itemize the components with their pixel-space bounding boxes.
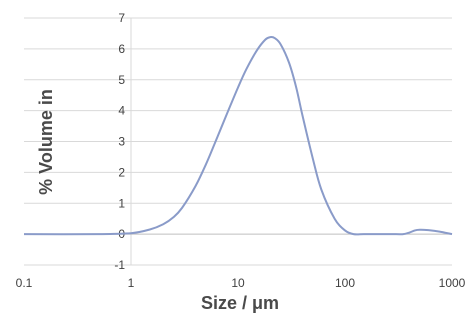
- x-tick-label: 100: [335, 276, 355, 290]
- y-tick-label: 4: [118, 104, 125, 118]
- y-tick-label: 5: [118, 73, 125, 87]
- grid: [24, 17, 452, 266]
- x-tick-label: 10: [231, 276, 245, 290]
- x-tick-label: 0.1: [16, 276, 33, 290]
- y-tick-label: 1: [118, 196, 125, 210]
- y-axis-title: % Volume in: [36, 89, 56, 195]
- y-tick-label: -1: [114, 258, 125, 272]
- x-tick-label: 1: [128, 276, 135, 290]
- x-axis-title: Size / μm: [201, 293, 279, 313]
- y-tick-label: 3: [118, 135, 125, 149]
- y-tick-label: 2: [118, 165, 125, 179]
- series-line: [23, 36, 453, 236]
- x-tick-label: 1000: [439, 276, 466, 290]
- y-tick-label: 6: [118, 42, 125, 56]
- y-tick-label: 7: [118, 11, 125, 25]
- x-tick-labels: 0.1 1 10 100 1000: [16, 276, 466, 290]
- series-layer: [23, 36, 453, 236]
